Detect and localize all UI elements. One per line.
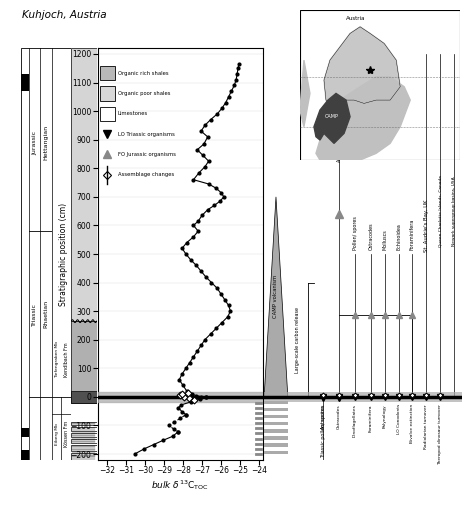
Bar (98, 392, 263, 402)
Bar (71, 321, 97, 402)
Bar (100, 66, 115, 80)
Text: Echinoidea: Echinoidea (396, 223, 401, 250)
Text: Dinoflagellates: Dinoflagellates (353, 404, 357, 437)
Text: St. Audrie's Bay, UK: St. Audrie's Bay, UK (424, 199, 429, 251)
Text: Queen Charlotte Islands, Canada: Queen Charlotte Islands, Canada (438, 175, 442, 247)
Polygon shape (264, 197, 288, 397)
Text: Palynology: Palynology (383, 404, 387, 428)
Text: Newark supergroup basins, USA: Newark supergroup basins, USA (452, 176, 456, 246)
Text: Tiefengraben Mb: Tiefengraben Mb (55, 341, 59, 378)
Text: LO Conodonts: LO Conodonts (397, 404, 400, 434)
Bar (264, 443, 288, 447)
Bar (71, 422, 97, 425)
Bar (100, 86, 115, 101)
Bar (71, 453, 97, 460)
Bar (21, 74, 29, 91)
Text: Eiberg Mb: Eiberg Mb (55, 423, 59, 445)
Bar (71, 391, 97, 402)
Text: LO Triassic organisms: LO Triassic organisms (118, 132, 174, 137)
Polygon shape (314, 93, 350, 143)
Text: Foraminifera: Foraminifera (369, 404, 373, 431)
Text: Triassic pollen/ spores: Triassic pollen/ spores (321, 404, 326, 458)
Text: Kendlbach Fm: Kendlbach Fm (64, 342, 68, 377)
Text: Assemblage changes: Assemblage changes (118, 172, 174, 177)
Polygon shape (324, 27, 400, 110)
Text: Jurassic: Jurassic (33, 131, 37, 154)
Text: Foraminifera: Foraminifera (410, 218, 415, 250)
Polygon shape (316, 77, 410, 160)
Bar (71, 433, 97, 437)
Text: Limestones: Limestones (118, 111, 148, 116)
Text: Kössen Fm: Kössen Fm (64, 421, 68, 447)
Text: FO Jurassic organisms: FO Jurassic organisms (118, 152, 176, 157)
Bar (264, 401, 288, 404)
Text: Organic rich shales: Organic rich shales (118, 71, 168, 76)
Text: Theropod dinosaur turnover: Theropod dinosaur turnover (438, 404, 442, 465)
Text: Bivalve extinction: Bivalve extinction (410, 404, 414, 443)
Text: Austria: Austria (346, 16, 366, 21)
Bar (100, 107, 115, 121)
Text: Hettangian: Hettangian (44, 125, 48, 160)
Text: Radiolarian turnover: Radiolarian turnover (424, 404, 428, 449)
Bar (264, 408, 288, 411)
Text: Kuhjoch, Austria: Kuhjoch, Austria (22, 10, 107, 20)
Text: Ostracodes: Ostracodes (368, 222, 373, 250)
Bar (264, 415, 288, 418)
Bar (264, 451, 288, 454)
Bar (264, 429, 288, 433)
Bar (264, 436, 288, 440)
Text: Ammonites: Ammonites (321, 404, 326, 429)
Bar (21, 450, 29, 460)
Text: Pollen/ spores: Pollen/ spores (352, 216, 358, 250)
Bar (71, 439, 97, 443)
Polygon shape (300, 60, 310, 126)
Bar (21, 428, 29, 437)
Y-axis label: Stratigraphic position (cm): Stratigraphic position (cm) (59, 202, 68, 306)
Bar (71, 446, 97, 451)
Text: CAMP: CAMP (325, 114, 339, 119)
Text: Ostracodes: Ostracodes (337, 404, 341, 429)
Bar (71, 48, 97, 321)
Text: Large-scale carbon release: Large-scale carbon release (295, 307, 300, 373)
Text: Triassic: Triassic (33, 302, 37, 326)
Text: Molluscs: Molluscs (382, 229, 387, 250)
Bar (264, 392, 462, 402)
Bar (71, 427, 97, 431)
Text: CAMP volcanism: CAMP volcanism (273, 275, 279, 319)
Text: Rhaetian: Rhaetian (44, 300, 48, 328)
Text: Organic poor shales: Organic poor shales (118, 91, 170, 96)
Text: Ammonites: Ammonites (337, 134, 342, 163)
X-axis label: $\it{bulk}$ $\delta^{13}$C$_{\rm TOC}$: $\it{bulk}$ $\delta^{13}$C$_{\rm TOC}$ (151, 478, 209, 492)
Bar (264, 422, 288, 426)
